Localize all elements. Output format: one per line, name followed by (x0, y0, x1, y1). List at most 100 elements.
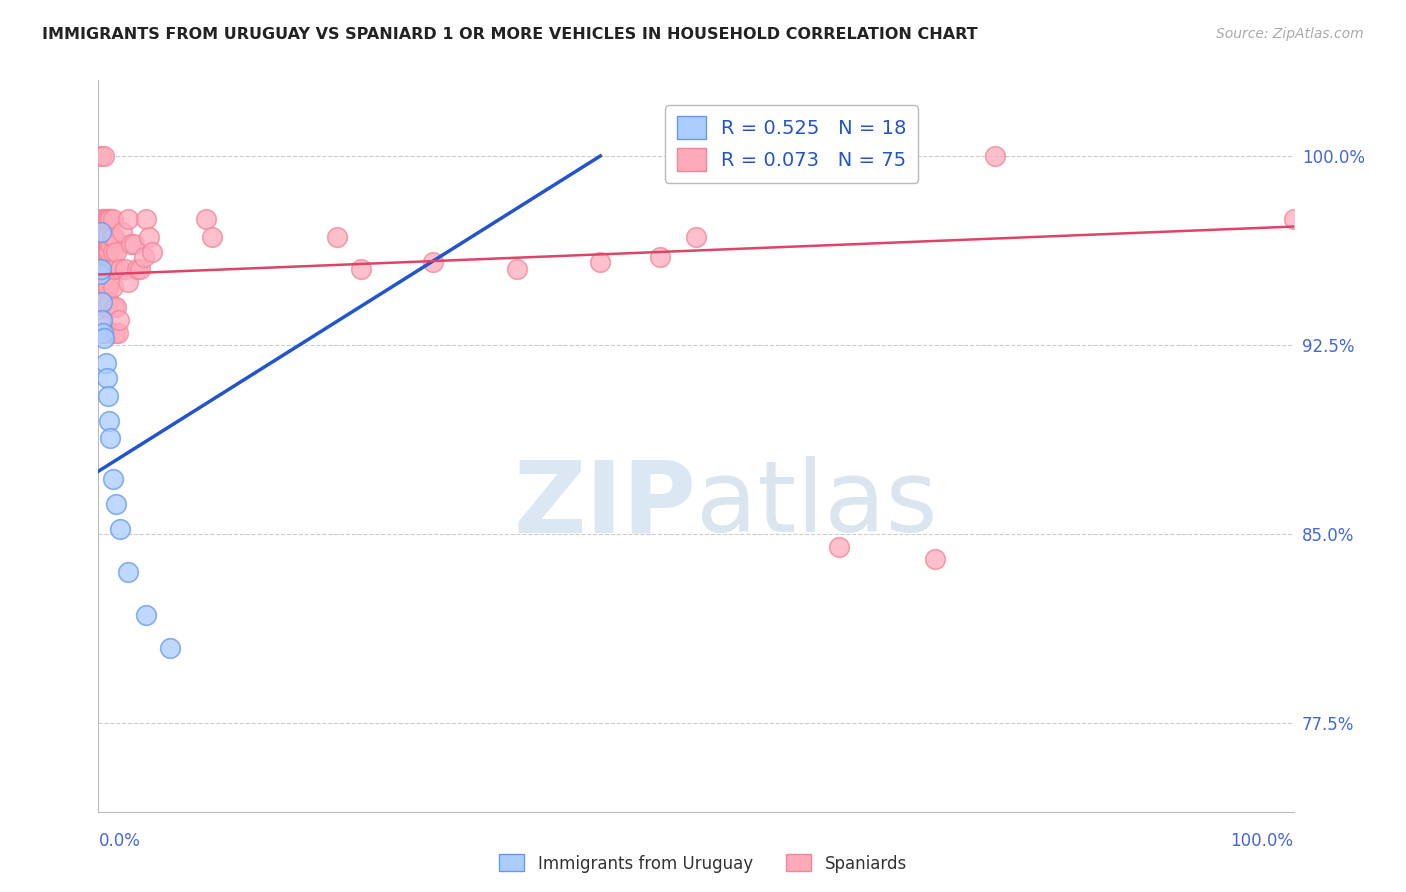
Point (93, 320, 115, 334)
Point (97, 244, 120, 259)
Point (141, 244, 163, 259)
Point (97, 229, 120, 244)
Point (94, 212, 117, 227)
Point (96, 212, 118, 227)
Point (117, 275, 139, 289)
Text: 100.0%: 100.0% (1230, 832, 1294, 850)
Text: Source: ZipAtlas.com: Source: ZipAtlas.com (1216, 27, 1364, 41)
Point (132, 250, 155, 264)
Text: ZIP: ZIP (513, 456, 696, 553)
Point (103, 262, 125, 277)
Point (96, 262, 118, 277)
Point (105, 497, 128, 511)
Point (101, 472, 124, 486)
Point (114, 262, 136, 277)
Point (93, 330, 115, 344)
Point (138, 229, 160, 244)
Point (91, 326, 114, 340)
Point (201, 229, 224, 244)
Legend: Immigrants from Uruguay, Spaniards: Immigrants from Uruguay, Spaniards (492, 847, 914, 880)
Point (159, 640, 181, 655)
Point (135, 212, 157, 227)
Point (326, 229, 349, 244)
Point (98, 212, 121, 227)
Point (91, 295, 114, 310)
Point (94, 229, 117, 244)
Point (828, 540, 851, 554)
Point (924, 552, 946, 566)
Point (103, 229, 125, 244)
Point (984, 149, 1007, 163)
Point (93, 300, 115, 314)
Point (93, 262, 115, 277)
Point (1282, 212, 1305, 227)
Point (91, 313, 114, 327)
Point (96, 244, 118, 259)
Point (93, 229, 115, 244)
Point (135, 607, 157, 622)
Point (685, 229, 707, 244)
Point (124, 237, 146, 252)
Point (350, 262, 373, 277)
Point (101, 280, 124, 294)
Point (96, 371, 118, 385)
Point (94, 244, 117, 259)
Point (96, 280, 118, 294)
Point (93, 280, 115, 294)
Point (97, 388, 120, 402)
Point (96, 229, 118, 244)
Point (129, 262, 152, 277)
Point (98, 295, 121, 310)
Point (93, 212, 115, 227)
Point (97, 280, 120, 294)
Point (91, 250, 114, 264)
Point (120, 237, 142, 252)
Point (101, 212, 124, 227)
Point (94, 280, 117, 294)
Point (125, 262, 148, 277)
Text: 0.0%: 0.0% (98, 832, 141, 850)
Point (98, 244, 121, 259)
Point (98, 414, 121, 428)
Point (98, 326, 121, 340)
Point (89, 268, 111, 282)
Point (96, 300, 118, 314)
Point (589, 255, 612, 269)
Point (648, 250, 672, 264)
Point (97, 212, 120, 227)
Point (195, 212, 218, 227)
Point (108, 522, 131, 536)
Point (111, 225, 134, 239)
Point (91, 229, 114, 244)
Point (117, 565, 139, 579)
Point (107, 313, 129, 327)
Point (117, 212, 139, 227)
Point (91, 212, 114, 227)
Point (98, 237, 122, 252)
Point (94, 262, 117, 277)
Point (93, 244, 115, 259)
Point (506, 262, 529, 277)
Point (90, 262, 112, 277)
Point (108, 262, 131, 277)
Legend: R = 0.525   N = 18, R = 0.073   N = 75: R = 0.525 N = 18, R = 0.073 N = 75 (665, 104, 918, 183)
Point (94, 356, 117, 370)
Point (91, 225, 114, 239)
Point (100, 262, 122, 277)
Point (100, 229, 122, 244)
Text: atlas: atlas (696, 456, 938, 553)
Point (104, 326, 127, 340)
Point (103, 300, 125, 314)
Point (91, 212, 114, 227)
Point (90, 225, 112, 239)
Point (98, 262, 122, 277)
Point (105, 300, 128, 314)
Point (93, 149, 115, 163)
Point (107, 326, 129, 340)
Point (422, 255, 444, 269)
Point (98, 432, 122, 446)
Point (98, 262, 121, 277)
Point (98, 212, 122, 227)
Point (101, 244, 124, 259)
Point (105, 244, 128, 259)
